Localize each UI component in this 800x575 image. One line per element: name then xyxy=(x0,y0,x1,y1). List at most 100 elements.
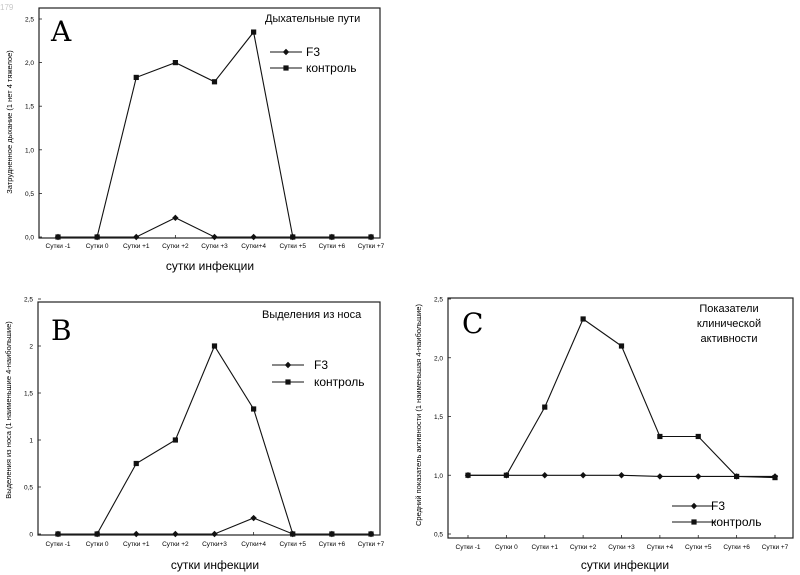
data-point-control xyxy=(251,406,257,412)
legend-marker xyxy=(283,65,289,71)
data-point-f3 xyxy=(133,530,140,538)
x-tick-label: Сутки +5 xyxy=(279,243,306,250)
data-point-control xyxy=(94,234,100,240)
x-tick-label: Сутки +2 xyxy=(162,243,189,250)
chart-title-line: Показатели xyxy=(699,303,758,315)
data-point-control xyxy=(503,472,509,478)
panel-letter-c: C xyxy=(462,307,483,340)
legend-marker xyxy=(285,379,291,385)
data-point-control xyxy=(368,234,374,240)
data-point-control xyxy=(172,60,178,66)
y-tick-label: 0 xyxy=(29,532,33,539)
legend-label: контроль xyxy=(314,375,365,389)
y-tick-label: 0,0 xyxy=(25,235,34,242)
y-tick-label: 1,5 xyxy=(24,391,33,398)
data-point-control xyxy=(133,460,139,467)
data-point-f3 xyxy=(211,530,218,538)
x-tick-label: Сутки +1 xyxy=(123,541,150,548)
legend-label: контроль xyxy=(306,61,357,75)
x-tick-label: Сутки +6 xyxy=(723,544,750,551)
data-point-f3 xyxy=(250,233,257,241)
data-point-control xyxy=(55,531,61,537)
data-point-f3 xyxy=(541,472,548,479)
plot-frame xyxy=(447,297,794,539)
data-point-control xyxy=(133,74,139,81)
x-tick-label: Сутки+3 xyxy=(202,541,227,548)
y-tick-label: 1,5 xyxy=(434,414,443,421)
x-tick-label: Сутки +1 xyxy=(531,544,558,551)
data-point-control xyxy=(465,472,471,478)
corner-text: 179 xyxy=(0,3,14,12)
legend-marker xyxy=(690,502,698,510)
data-point-control xyxy=(657,433,663,440)
data-point-f3 xyxy=(656,473,664,480)
x-tick-label: Сутки +2 xyxy=(570,544,597,551)
panel-b: B 0 0,5 1 1,5 2 2,5 Сутки -1 Сутки 0 Сутки +1 Сут… xyxy=(4,297,385,573)
y-tick-label: 0,5 xyxy=(24,485,33,492)
data-point-control xyxy=(290,531,296,537)
y-axis-label: Затрудненное дыхание (1 нет 4 тяжелое) xyxy=(5,50,14,194)
x-tick-label: Сутки 0 xyxy=(495,544,518,551)
y-tick-label: 1,0 xyxy=(25,147,34,154)
data-point-control xyxy=(329,234,335,240)
data-point-f3 xyxy=(211,233,218,241)
y-tick-label: 1,0 xyxy=(434,473,443,480)
y-tick-label: 2 xyxy=(29,344,33,351)
y-tick-label: 2,5 xyxy=(24,297,33,304)
y-tick-label: 2,5 xyxy=(25,17,34,24)
x-tick-label: Сутки +3 xyxy=(608,544,635,551)
x-axis-label: сутки инфекции xyxy=(166,259,254,273)
legend-label: F3 xyxy=(711,499,725,513)
panel-a: A 0,0 0,5 1,0 1,5 2,0 2,5 Сутки -1 Сутки 0 Сутки… xyxy=(5,7,385,273)
data-point-control xyxy=(618,343,625,349)
data-point-control xyxy=(172,437,178,443)
x-tick-label: Сутки +7 xyxy=(762,544,789,551)
data-point-f3 xyxy=(250,514,257,522)
y-axis-label: Средний показатель активности (1 наимень… xyxy=(414,304,423,526)
chart-title: Дыхательные пути xyxy=(265,13,360,25)
data-point-control xyxy=(94,531,100,537)
data-point-f3 xyxy=(172,530,179,538)
panel-letter-a: A xyxy=(50,15,72,48)
x-tick-label: Сутки +4 xyxy=(647,544,674,551)
data-point-control xyxy=(211,343,218,349)
data-point-f3 xyxy=(172,214,179,222)
panel-c: C 0,5 1,0 1,5 2,0 2,5 Сутки -1 Сутки 0 Сутки +1… xyxy=(414,297,794,572)
x-tick-label: Сутки -1 xyxy=(46,541,71,548)
data-point-f3 xyxy=(695,473,702,480)
x-tick-label: Сутки 0 xyxy=(86,243,109,250)
data-point-f3 xyxy=(618,472,625,479)
legend-label: F3 xyxy=(306,45,320,59)
y-tick-label: 1 xyxy=(29,438,33,445)
data-point-control xyxy=(329,531,335,537)
data-point-control xyxy=(772,475,778,481)
data-point-control xyxy=(55,234,61,240)
legend-label: F3 xyxy=(314,358,328,372)
x-tick-label: Сутки +1 xyxy=(123,243,150,250)
chart-title: Выделения из носа xyxy=(262,309,362,321)
x-axis-label: сутки инфекции xyxy=(171,558,259,572)
legend-marker xyxy=(691,519,697,525)
y-tick-label: 2,0 xyxy=(25,60,34,67)
data-point-control xyxy=(211,79,218,85)
data-point-control xyxy=(251,29,257,35)
chart-title-line: клинической xyxy=(697,318,761,330)
plot-frame xyxy=(38,7,381,239)
data-point-control xyxy=(734,473,740,480)
y-tick-label: 2,0 xyxy=(434,355,443,362)
x-tick-label: Сутки +7 xyxy=(358,243,385,250)
x-tick-label: Сутки+4 xyxy=(241,541,266,548)
data-point-control xyxy=(580,316,586,322)
x-tick-label: Сутки +6 xyxy=(319,541,346,548)
legend-label: контроль xyxy=(711,515,762,529)
y-tick-label: 0,5 xyxy=(25,191,34,198)
data-point-control xyxy=(290,234,296,240)
y-tick-label: 0,5 xyxy=(434,532,443,539)
x-tick-label: Сутки +2 xyxy=(162,541,189,548)
x-tick-label: Сутки +6 xyxy=(319,243,346,250)
legend-marker xyxy=(284,361,292,369)
data-point-control xyxy=(542,404,548,410)
x-tick-label: Сутки +5 xyxy=(685,544,712,551)
x-tick-label: Сутки+4 xyxy=(241,243,266,250)
y-axis-label: Выделения из носа (1 наименьшие 4-наибол… xyxy=(4,321,13,499)
